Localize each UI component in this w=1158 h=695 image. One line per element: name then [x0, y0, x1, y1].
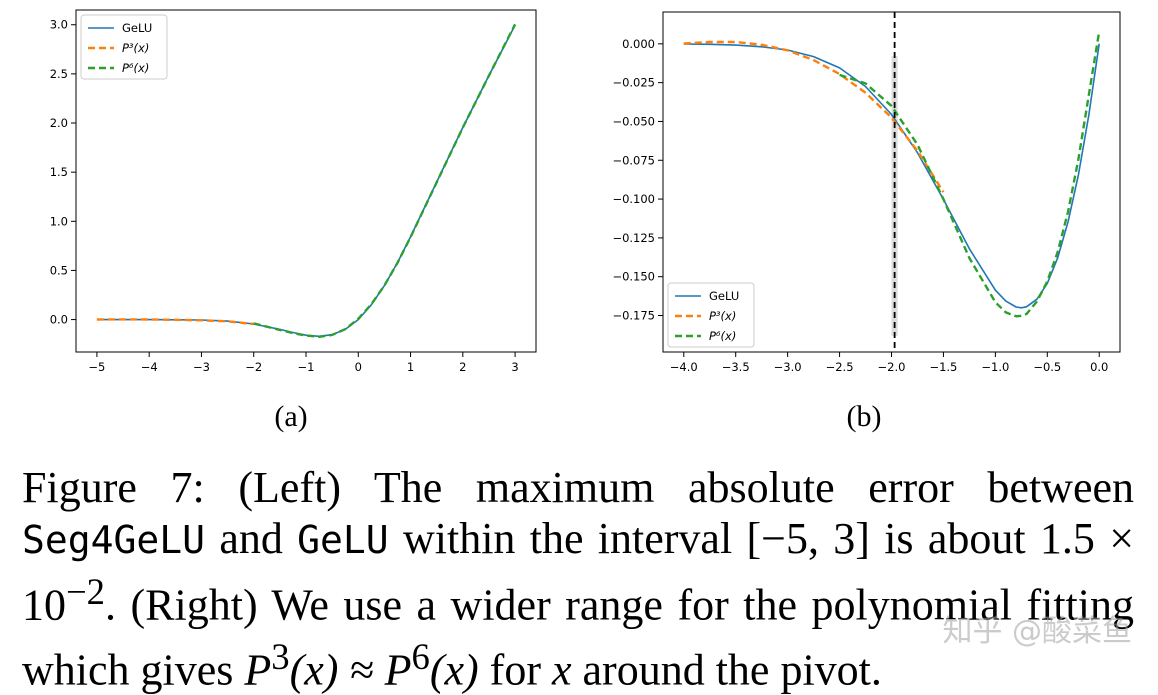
watermark: 知乎 @酸菜鱼 — [942, 614, 1132, 649]
legend-label: P³(x) — [122, 41, 149, 55]
series-line-2 — [839, 31, 1101, 318]
caption-exponent: −2 — [66, 571, 106, 612]
x-tick-label: −5 — [88, 360, 105, 374]
series-line-1 — [683, 40, 945, 193]
x-tick-label: −1 — [298, 360, 315, 374]
legend-box — [80, 14, 168, 80]
caption-math: P — [244, 645, 272, 695]
x-tick-label: −1.5 — [929, 360, 957, 374]
y-tick-label: −0.075 — [612, 153, 655, 167]
y-tick-label: 2.0 — [50, 116, 68, 130]
y-tick-label: 0.0 — [50, 313, 68, 327]
caption-math: (x) — [429, 645, 479, 695]
subfigure-label-b: (b) — [846, 400, 882, 433]
caption-math: (x) ≈ — [289, 645, 385, 695]
x-tick-label: −1.0 — [981, 360, 1009, 374]
x-tick-label: 0 — [355, 360, 362, 374]
x-tick-label: −2 — [245, 360, 262, 374]
caption-math: x — [551, 645, 572, 695]
caption-text: within the interval [−5, 3] is about 1.5… — [22, 514, 1135, 630]
y-tick-label: −0.100 — [612, 192, 655, 206]
chart-panel-a: −5 −4 −3 −2 −1 0 1 2 3 0.0 0.5 1.0 1.5 2.0 2.5 3.0 GeLU P… — [50, 9, 537, 374]
y-tick-label: −0.175 — [612, 309, 655, 323]
x-tick-label: −2.0 — [878, 360, 906, 374]
x-tick-label: −3.5 — [722, 360, 750, 374]
y-tick-label: 3.0 — [50, 18, 68, 32]
caption-code-gelu: GeLU — [297, 518, 389, 562]
y-tick-label: 1.0 — [50, 214, 68, 228]
legend-label: GeLU — [709, 289, 739, 303]
x-tick-label: −4 — [141, 360, 158, 374]
y-tick-label: 0.000 — [622, 37, 655, 51]
x-tick-label: −3 — [193, 360, 210, 374]
y-tick-label: −0.125 — [612, 231, 655, 245]
y-tick-label: −0.025 — [612, 76, 655, 90]
legend-box — [667, 282, 755, 348]
y-tick-label: −0.050 — [612, 114, 655, 128]
figure-caption: Figure 7: (Left) The maximum absolute er… — [22, 462, 1134, 695]
x-tick-label: 2 — [459, 360, 466, 374]
x-tick-label: −2.5 — [826, 360, 854, 374]
chart-panel-b: −4.0 −3.5 −3.0 −2.5 −2.0 −1.5 −1.0 −0.5 0.0 0.000… — [612, 11, 1121, 374]
legend-label: P³(x) — [709, 309, 736, 323]
y-tick-label: 2.5 — [50, 67, 68, 81]
subfigure-label-a: (a) — [274, 400, 308, 433]
x-tick-label: 0.0 — [1090, 360, 1108, 374]
x-tick-label: 3 — [511, 360, 518, 374]
figure-panels: −5 −4 −3 −2 −1 0 1 2 3 0.0 0.5 1.0 1.5 2.0 2.5 3.0 GeLU P… — [50, 9, 1121, 374]
legend-label: P⁶(x) — [122, 61, 149, 75]
caption-text: Figure 7: (Left) The maximum absolute er… — [22, 463, 1134, 512]
y-tick-label: 0.5 — [50, 263, 68, 277]
y-tick-label: −0.150 — [612, 270, 655, 284]
caption-exponent: 3 — [271, 635, 290, 677]
legend-label: GeLU — [122, 21, 152, 35]
series-line-1 — [96, 318, 254, 326]
caption-math: P — [384, 645, 412, 695]
caption-exponent: 6 — [411, 635, 430, 677]
caption-text: for — [478, 645, 552, 695]
series-line-2 — [253, 23, 517, 338]
x-tick-label: −0.5 — [1033, 360, 1061, 374]
x-tick-label: 1 — [407, 360, 414, 374]
caption-text: around the pivot. — [571, 645, 882, 695]
y-tick-label: 1.5 — [50, 165, 68, 179]
legend-label: P⁶(x) — [709, 329, 736, 343]
caption-text: and — [205, 514, 298, 563]
x-tick-label: −4.0 — [670, 360, 698, 374]
caption-code-seg4gelu: Seg4GeLU — [22, 518, 206, 562]
x-tick-label: −3.0 — [774, 360, 802, 374]
